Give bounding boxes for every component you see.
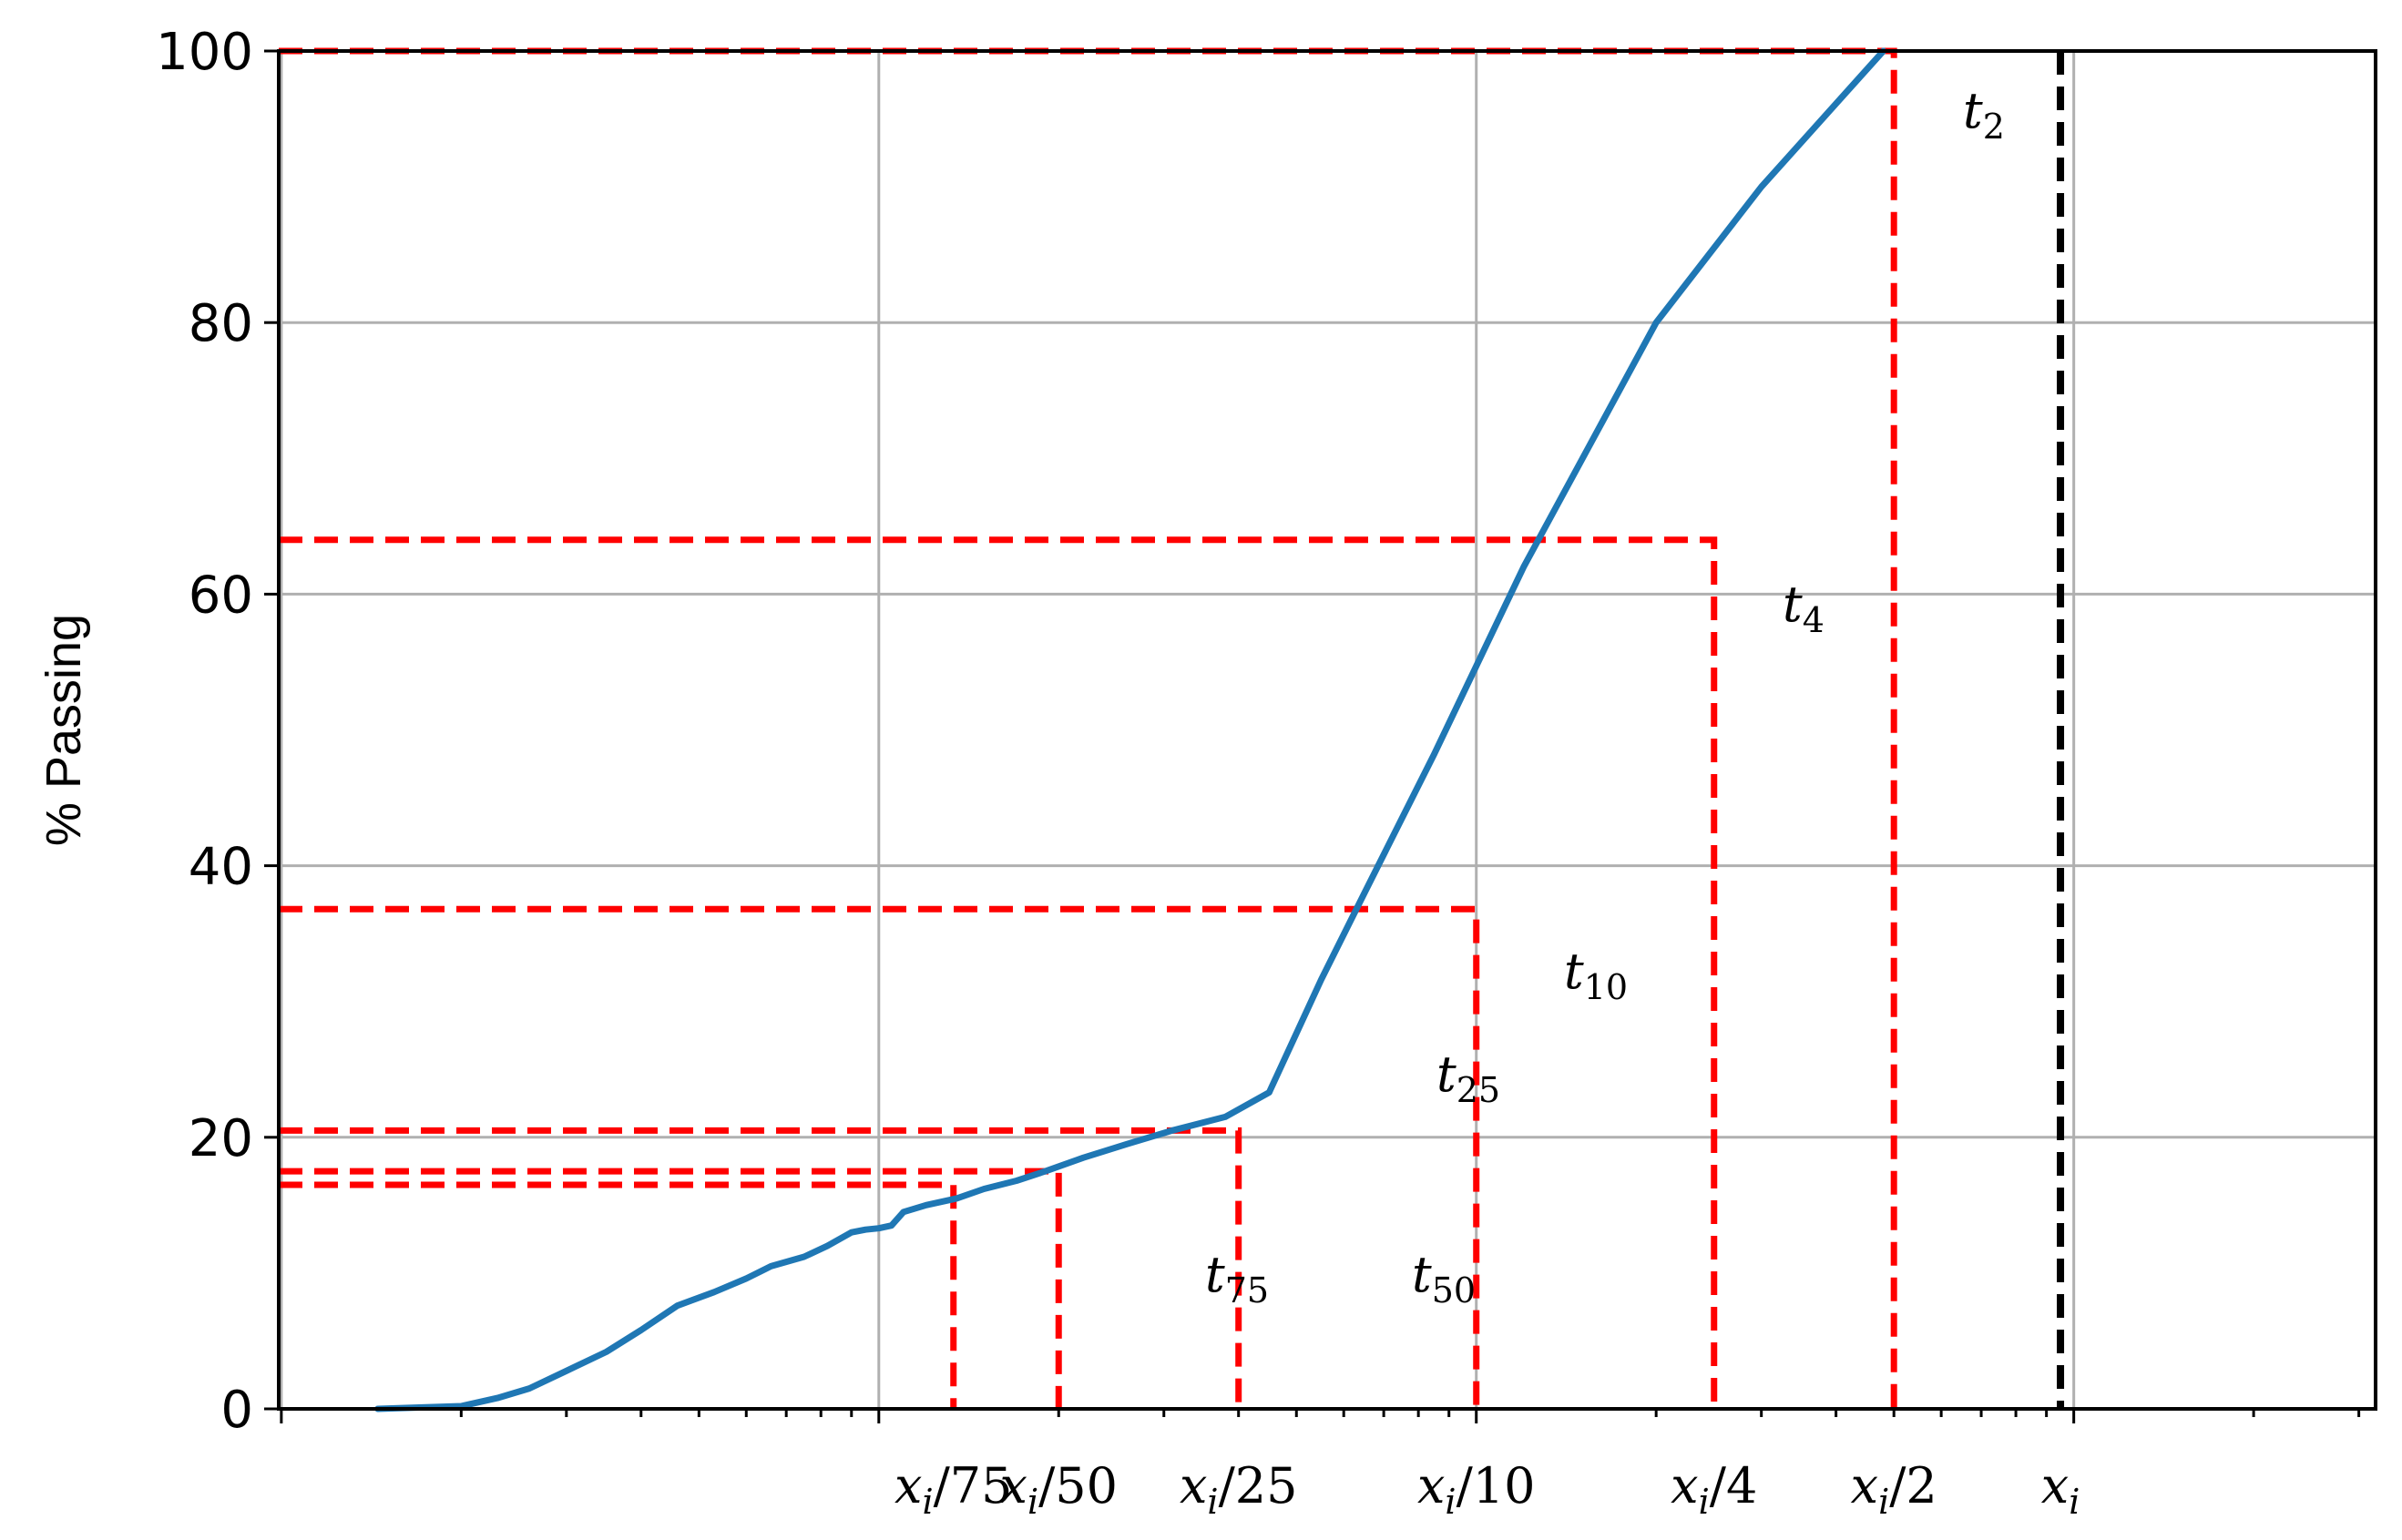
- x-tick-label: xi/2: [1851, 1457, 1937, 1522]
- t-label-sub: 75: [1225, 1270, 1269, 1311]
- t-label-10: t10: [1564, 943, 1628, 1007]
- y-tick-label: 60: [189, 566, 253, 625]
- y-tick-label: 40: [189, 838, 253, 897]
- y-tick-label: 80: [189, 294, 253, 353]
- x-tick-sub: i: [1027, 1482, 1038, 1522]
- t-label-sub: 2: [1983, 107, 2005, 147]
- x-tick-base: x: [1851, 1457, 1878, 1515]
- t-label-base: t: [1205, 1246, 1225, 1303]
- t-label-25: t25: [1436, 1045, 1500, 1110]
- t-label-50: t50: [1412, 1246, 1476, 1311]
- x-tick-base: x: [1180, 1457, 1207, 1515]
- t-reference-line: [279, 1168, 1062, 1409]
- t-reference-line: [279, 905, 1480, 1409]
- x-tick-base: x: [2041, 1457, 2069, 1515]
- t-label-base: t: [1783, 576, 1803, 633]
- x-tick-base: x: [1417, 1457, 1445, 1515]
- t-label-sub: 4: [1803, 600, 1824, 640]
- y-axis-ticks: 0 20 40 60 80 100: [156, 23, 279, 1440]
- y-tick-label: 20: [189, 1109, 253, 1168]
- t-reference-line: [279, 47, 1897, 1409]
- series-line: [374, 47, 1887, 1413]
- t-reference-line: [279, 1181, 957, 1409]
- t-label-sub: 10: [1584, 967, 1628, 1007]
- x-tick-base: x: [999, 1457, 1027, 1515]
- x-tick-suffix: /10: [1457, 1457, 1536, 1515]
- x-tick-label: xi/50: [999, 1457, 1118, 1522]
- x-tick-label: xi/4: [1671, 1457, 1757, 1522]
- t-label-sub: 50: [1432, 1270, 1476, 1311]
- y-axis-label: % Passing: [36, 614, 91, 846]
- x-tick-label: xi: [2041, 1457, 2080, 1522]
- x-tick-label: xi/25: [1180, 1457, 1298, 1522]
- t-reference-lines: [279, 47, 1897, 1409]
- plot-frame: [277, 49, 2377, 1411]
- y-tick-label: 100: [156, 23, 253, 82]
- t-label-base: t: [1963, 82, 1983, 139]
- t-label-2: t2: [1963, 82, 2005, 147]
- x-tick-suffix: /75: [934, 1457, 1013, 1515]
- x-tick-suffix: /2: [1889, 1457, 1937, 1515]
- t-reference-line: [279, 1127, 1242, 1409]
- t-label-base: t: [1436, 1045, 1457, 1103]
- x-tick-label: xi/10: [1417, 1457, 1536, 1522]
- y-tick-label: 0: [220, 1381, 253, 1440]
- x-tick-sub: i: [1878, 1482, 1889, 1522]
- series-group: [374, 47, 1887, 1413]
- x-tick-sub: i: [922, 1482, 933, 1522]
- x-minor-ticks: [280, 1409, 2361, 1423]
- x-tick-sub: i: [1207, 1482, 1218, 1522]
- x-tick-base: x: [1671, 1457, 1698, 1515]
- t-label-4: t4: [1783, 576, 1824, 640]
- x-tick-suffix: /50: [1038, 1457, 1118, 1515]
- x-tick-sub: i: [1445, 1482, 1456, 1522]
- t-label-75: t75: [1205, 1246, 1269, 1311]
- t-label-sub: 25: [1457, 1070, 1500, 1110]
- x-tick-base: x: [894, 1457, 922, 1515]
- t-label-base: t: [1412, 1246, 1432, 1303]
- x-tick-sub: i: [2069, 1482, 2080, 1522]
- x-tick-label: xi/75: [894, 1457, 1013, 1522]
- t-label-base: t: [1564, 943, 1584, 1000]
- t-reference-line: [279, 536, 1718, 1409]
- x-tick-suffix: /25: [1219, 1457, 1298, 1515]
- x-tick-sub: i: [1699, 1482, 1710, 1522]
- x-tick-suffix: /4: [1710, 1457, 1758, 1515]
